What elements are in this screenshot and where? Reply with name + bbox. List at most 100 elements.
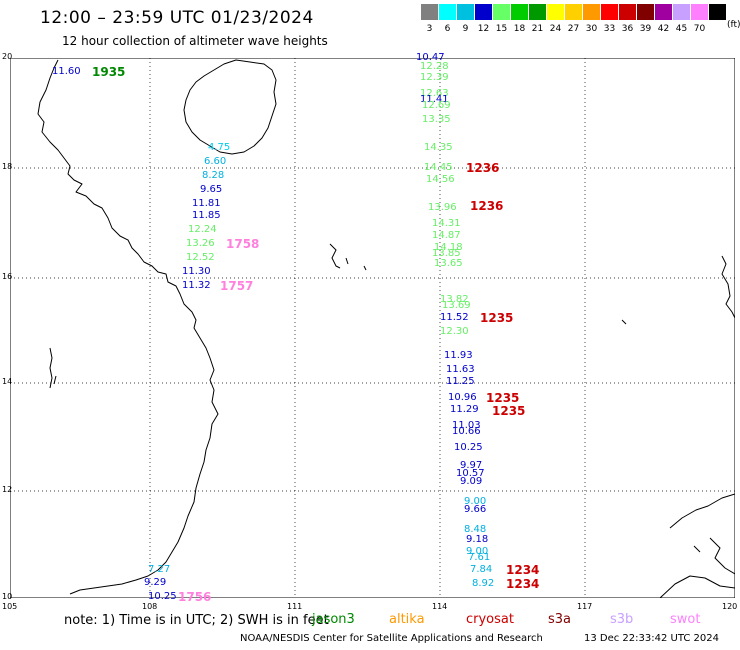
wave-height-label: 11.63 bbox=[446, 364, 475, 375]
wave-height-label: 13.96 bbox=[428, 202, 457, 213]
x-tick-label: 114 bbox=[432, 602, 448, 611]
legend-label: 18 bbox=[513, 24, 526, 34]
satellite-legend-s3a: s3a bbox=[548, 612, 572, 627]
y-tick-label: 16 bbox=[2, 272, 13, 281]
x-tick-label: 105 bbox=[2, 602, 18, 611]
wave-height-label: 11.03 bbox=[452, 420, 481, 431]
map-canvas bbox=[10, 58, 735, 598]
map-frame bbox=[10, 58, 735, 598]
legend-label: 3 bbox=[426, 24, 433, 34]
legend-swatch bbox=[601, 4, 618, 20]
grid-lines bbox=[10, 58, 735, 598]
wave-height-label: 9.97 bbox=[460, 460, 483, 471]
wave-height-label: 11.60 bbox=[52, 66, 81, 77]
wave-height-label: 7.84 bbox=[470, 564, 493, 575]
wave-height-label: 9.66 bbox=[464, 504, 487, 515]
wave-height-label: 11.41 bbox=[420, 94, 449, 105]
pass-time-label: 1235 bbox=[480, 311, 514, 325]
pass-time-label: 1235 bbox=[492, 404, 526, 418]
generation-timestamp: 13 Dec 22:33:42 UTC 2024 bbox=[584, 633, 719, 644]
x-tick-label: 117 bbox=[577, 602, 593, 611]
legend-swatch bbox=[493, 4, 510, 20]
wave-height-label: 8.28 bbox=[202, 170, 225, 181]
pass-time-label: 1935 bbox=[92, 65, 126, 79]
wave-height-label: 10.66 bbox=[452, 426, 481, 437]
pass-time-label: 1756 bbox=[178, 590, 212, 604]
footer-note: note: 1) Time is in UTC; 2) SWH is in fe… bbox=[64, 613, 329, 628]
wave-height-label: 10.25 bbox=[454, 442, 483, 453]
legend-label: 42 bbox=[657, 24, 670, 34]
pass-time-label: 1235 bbox=[486, 391, 520, 405]
wave-height-label: 11.81 bbox=[192, 198, 221, 209]
wave-height-label: 13.69 bbox=[442, 300, 471, 311]
pass-time-label: 1234 bbox=[506, 563, 540, 577]
page-title: 12:00 – 23:59 UTC 01/23/2024 bbox=[40, 8, 314, 28]
legend-swatch bbox=[457, 4, 474, 20]
wave-height-label: 11.25 bbox=[446, 376, 475, 387]
legend-label: 45 bbox=[675, 24, 688, 34]
wave-height-label: 11.32 bbox=[182, 280, 211, 291]
page-subtitle: 12 hour collection of altimeter wave hei… bbox=[62, 34, 328, 48]
legend-swatch bbox=[673, 4, 690, 20]
y-tick-label: 18 bbox=[2, 162, 13, 171]
legend-swatch bbox=[655, 4, 672, 20]
wave-height-label: 13.82 bbox=[440, 294, 469, 305]
legend-units: (ft) bbox=[727, 20, 740, 30]
legend-label: 39 bbox=[639, 24, 652, 34]
wave-height-label: 10.25 bbox=[148, 591, 177, 602]
legend-swatch bbox=[619, 4, 636, 20]
wave-height-label: 9.00 bbox=[464, 496, 487, 507]
pass-time-label: 1234 bbox=[506, 577, 540, 591]
legend-label: 12 bbox=[477, 24, 490, 34]
legend-label: 36 bbox=[621, 24, 634, 34]
legend-label: 30 bbox=[585, 24, 598, 34]
satellite-legend-altika: altika bbox=[389, 612, 425, 627]
wave-height-label: 13.35 bbox=[422, 114, 451, 125]
x-tick-label: 120 bbox=[722, 602, 738, 611]
wave-height-label: 4.75 bbox=[208, 142, 231, 153]
legend-swatch bbox=[583, 4, 600, 20]
satellite-legend-swot: swot bbox=[670, 612, 701, 627]
satellite-legend-s3b: s3b bbox=[610, 612, 634, 627]
y-tick-label: 20 bbox=[2, 52, 13, 61]
pass-time-label: 1236 bbox=[470, 199, 504, 213]
wave-height-label: 12.30 bbox=[440, 326, 469, 337]
wave-height-label: 6.60 bbox=[204, 156, 227, 167]
legend-swatch bbox=[439, 4, 456, 20]
pass-time-label: 1757 bbox=[220, 279, 254, 293]
wave-height-label: 7.27 bbox=[148, 564, 171, 575]
legend-swatch bbox=[511, 4, 528, 20]
wave-height-label: 14.18 bbox=[434, 242, 463, 253]
x-tick-label: 111 bbox=[287, 602, 303, 611]
wave-height-label: 14.87 bbox=[432, 230, 461, 241]
satellite-legend-jason3: jason3 bbox=[312, 612, 355, 627]
wave-height-label: 12.24 bbox=[188, 224, 217, 235]
wave-height-label: 10.57 bbox=[456, 468, 485, 479]
legend-swatch bbox=[529, 4, 546, 20]
wave-height-label: 12.63 bbox=[420, 88, 449, 99]
y-tick-label: 14 bbox=[2, 377, 13, 386]
y-tick-label: 10 bbox=[2, 592, 13, 601]
legend-label: 6 bbox=[444, 24, 451, 34]
legend-swatch bbox=[691, 4, 708, 20]
x-tick-label: 108 bbox=[142, 602, 158, 611]
legend-swatch bbox=[475, 4, 492, 20]
wave-height-label: 11.52 bbox=[440, 312, 469, 323]
wave-height-label: 14.35 bbox=[424, 142, 453, 153]
legend-label: 27 bbox=[567, 24, 580, 34]
wave-height-label: 8.48 bbox=[464, 524, 487, 535]
legend-label: 15 bbox=[495, 24, 508, 34]
wave-height-label: 12.39 bbox=[420, 72, 449, 83]
wave-height-label: 14.31 bbox=[432, 218, 461, 229]
coastline bbox=[37, 59, 735, 598]
y-tick-label: 12 bbox=[2, 485, 13, 494]
legend-swatch bbox=[565, 4, 582, 20]
wave-height-label: 14.56 bbox=[426, 174, 455, 185]
wave-height-label: 10.47 bbox=[416, 52, 445, 63]
legend-swatch bbox=[421, 4, 438, 20]
wave-height-label: 9.00 bbox=[466, 546, 489, 557]
wave-height-label: 9.29 bbox=[144, 577, 167, 588]
pass-time-label: 1758 bbox=[226, 237, 260, 251]
legend-label: 24 bbox=[549, 24, 562, 34]
wave-height-label: 11.29 bbox=[450, 404, 479, 415]
